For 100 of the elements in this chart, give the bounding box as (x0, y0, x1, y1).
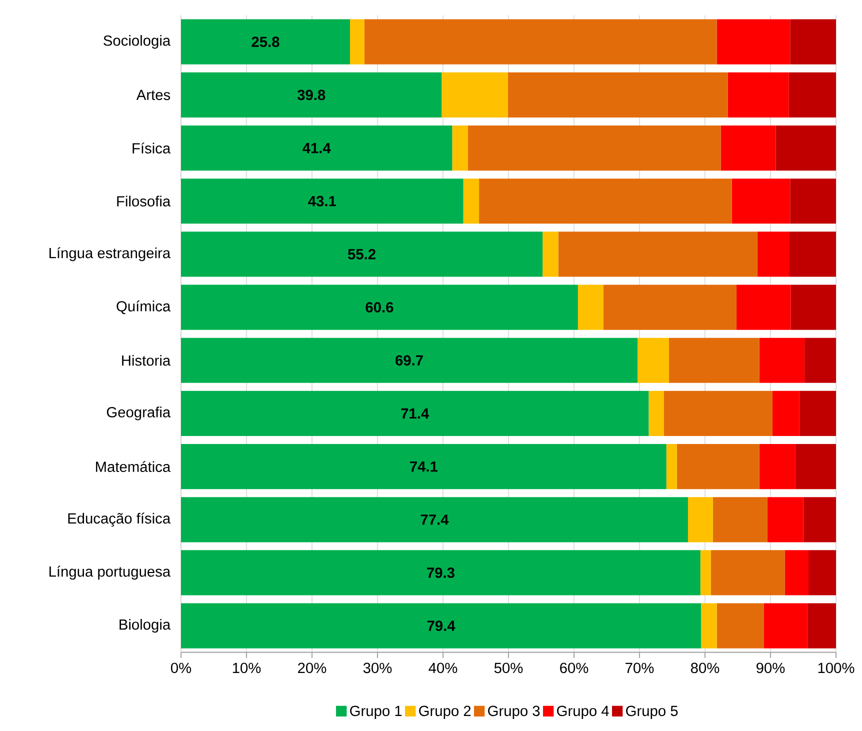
y-tick-label: Artes (136, 90, 170, 100)
bar (181, 550, 700, 596)
bar (648, 390, 664, 436)
y-tick-label: Sociologia (104, 35, 171, 49)
y-tick-label: Química (116, 300, 171, 314)
data-label: 55.2 (348, 249, 376, 260)
bar (542, 232, 558, 277)
bar (181, 178, 464, 224)
data-label: 69.7 (396, 355, 423, 366)
bar (772, 390, 800, 436)
bar (181, 390, 649, 436)
legend-label: Grupo 2 (419, 706, 471, 719)
bar (799, 390, 836, 436)
bar (479, 178, 732, 224)
y-tick-label: Língua estrangeira (50, 247, 171, 262)
bar (364, 19, 717, 64)
bar (442, 72, 508, 118)
bar (776, 125, 836, 171)
data-label: 74.1 (410, 462, 438, 472)
y-tick-label: Física (132, 142, 171, 154)
bar (716, 19, 790, 64)
x-tick-label: 50% (494, 662, 523, 674)
bar (790, 178, 836, 224)
bar (803, 497, 836, 542)
bar (732, 178, 790, 224)
x-tick-label: 70% (626, 662, 654, 674)
legend-label: Grupo 1 (350, 706, 402, 719)
bar (181, 232, 543, 277)
bar (764, 603, 808, 648)
bar (181, 497, 688, 542)
bar (688, 497, 713, 542)
bar (710, 550, 785, 596)
data-label: 39.8 (297, 90, 326, 100)
bar (788, 72, 836, 118)
bar (558, 232, 758, 277)
x-tick-label: 60% (560, 662, 588, 674)
bar (638, 338, 669, 383)
legend-label: Grupo 5 (626, 706, 678, 719)
bar (676, 444, 760, 490)
bar (790, 284, 836, 330)
x-tick-label: 30% (363, 662, 392, 674)
bar (720, 125, 776, 171)
bar (712, 497, 768, 542)
bar (790, 19, 836, 64)
x-tick-label: 100% (818, 662, 854, 674)
bar (181, 19, 350, 64)
data-label: 77.4 (420, 514, 449, 525)
y-tick-label: Educação física (68, 512, 171, 527)
bar (463, 178, 480, 224)
bar (452, 125, 468, 171)
bar (728, 72, 789, 118)
x-tick-label: 20% (298, 662, 326, 674)
bar (736, 284, 791, 330)
x-tick-label: 0% (170, 662, 192, 674)
bar (757, 232, 790, 277)
bar (350, 19, 364, 64)
bar (181, 603, 702, 648)
x-tick-label: 90% (756, 662, 785, 674)
x-tick-label: 10% (232, 662, 261, 674)
y-tick-label: Biologia (120, 618, 171, 633)
x-tick-label: 40% (428, 662, 458, 674)
bar (508, 72, 728, 118)
bar (807, 603, 836, 648)
bar (603, 284, 736, 330)
bar (468, 125, 721, 171)
bar (181, 72, 442, 118)
data-label: 60.6 (366, 302, 394, 312)
legend-label: Grupo 4 (557, 706, 609, 719)
data-label: 25.8 (252, 36, 280, 48)
bar (759, 444, 796, 490)
y-tick-label: Geografia (106, 406, 171, 420)
data-label: 41.4 (302, 143, 331, 154)
legend-label: Grupo 3 (488, 706, 540, 719)
bar (668, 338, 760, 383)
bar (795, 444, 836, 490)
bar (716, 603, 764, 648)
data-label: 79.4 (427, 620, 456, 631)
y-tick-label: Historia (122, 354, 171, 366)
bar (759, 338, 805, 383)
bar (790, 232, 836, 277)
bar (578, 284, 604, 330)
data-label: 43.1 (308, 196, 336, 206)
x-tick-label: 80% (690, 662, 720, 674)
data-label: 79.3 (427, 568, 454, 578)
bar (784, 550, 809, 596)
y-tick-label: Filosofia (117, 196, 171, 207)
bar (804, 338, 836, 383)
bar (181, 125, 452, 171)
bar (664, 390, 772, 436)
bar (181, 338, 638, 383)
bar (767, 497, 804, 542)
bar (666, 444, 677, 490)
bar (808, 550, 836, 596)
bar (181, 444, 666, 490)
data-label: 71.4 (401, 408, 430, 418)
bar (181, 284, 578, 330)
bar (700, 550, 711, 596)
y-tick-label: Matemática (96, 461, 171, 472)
y-tick-label: Língua portuguesa (49, 566, 171, 580)
bar (701, 603, 717, 648)
